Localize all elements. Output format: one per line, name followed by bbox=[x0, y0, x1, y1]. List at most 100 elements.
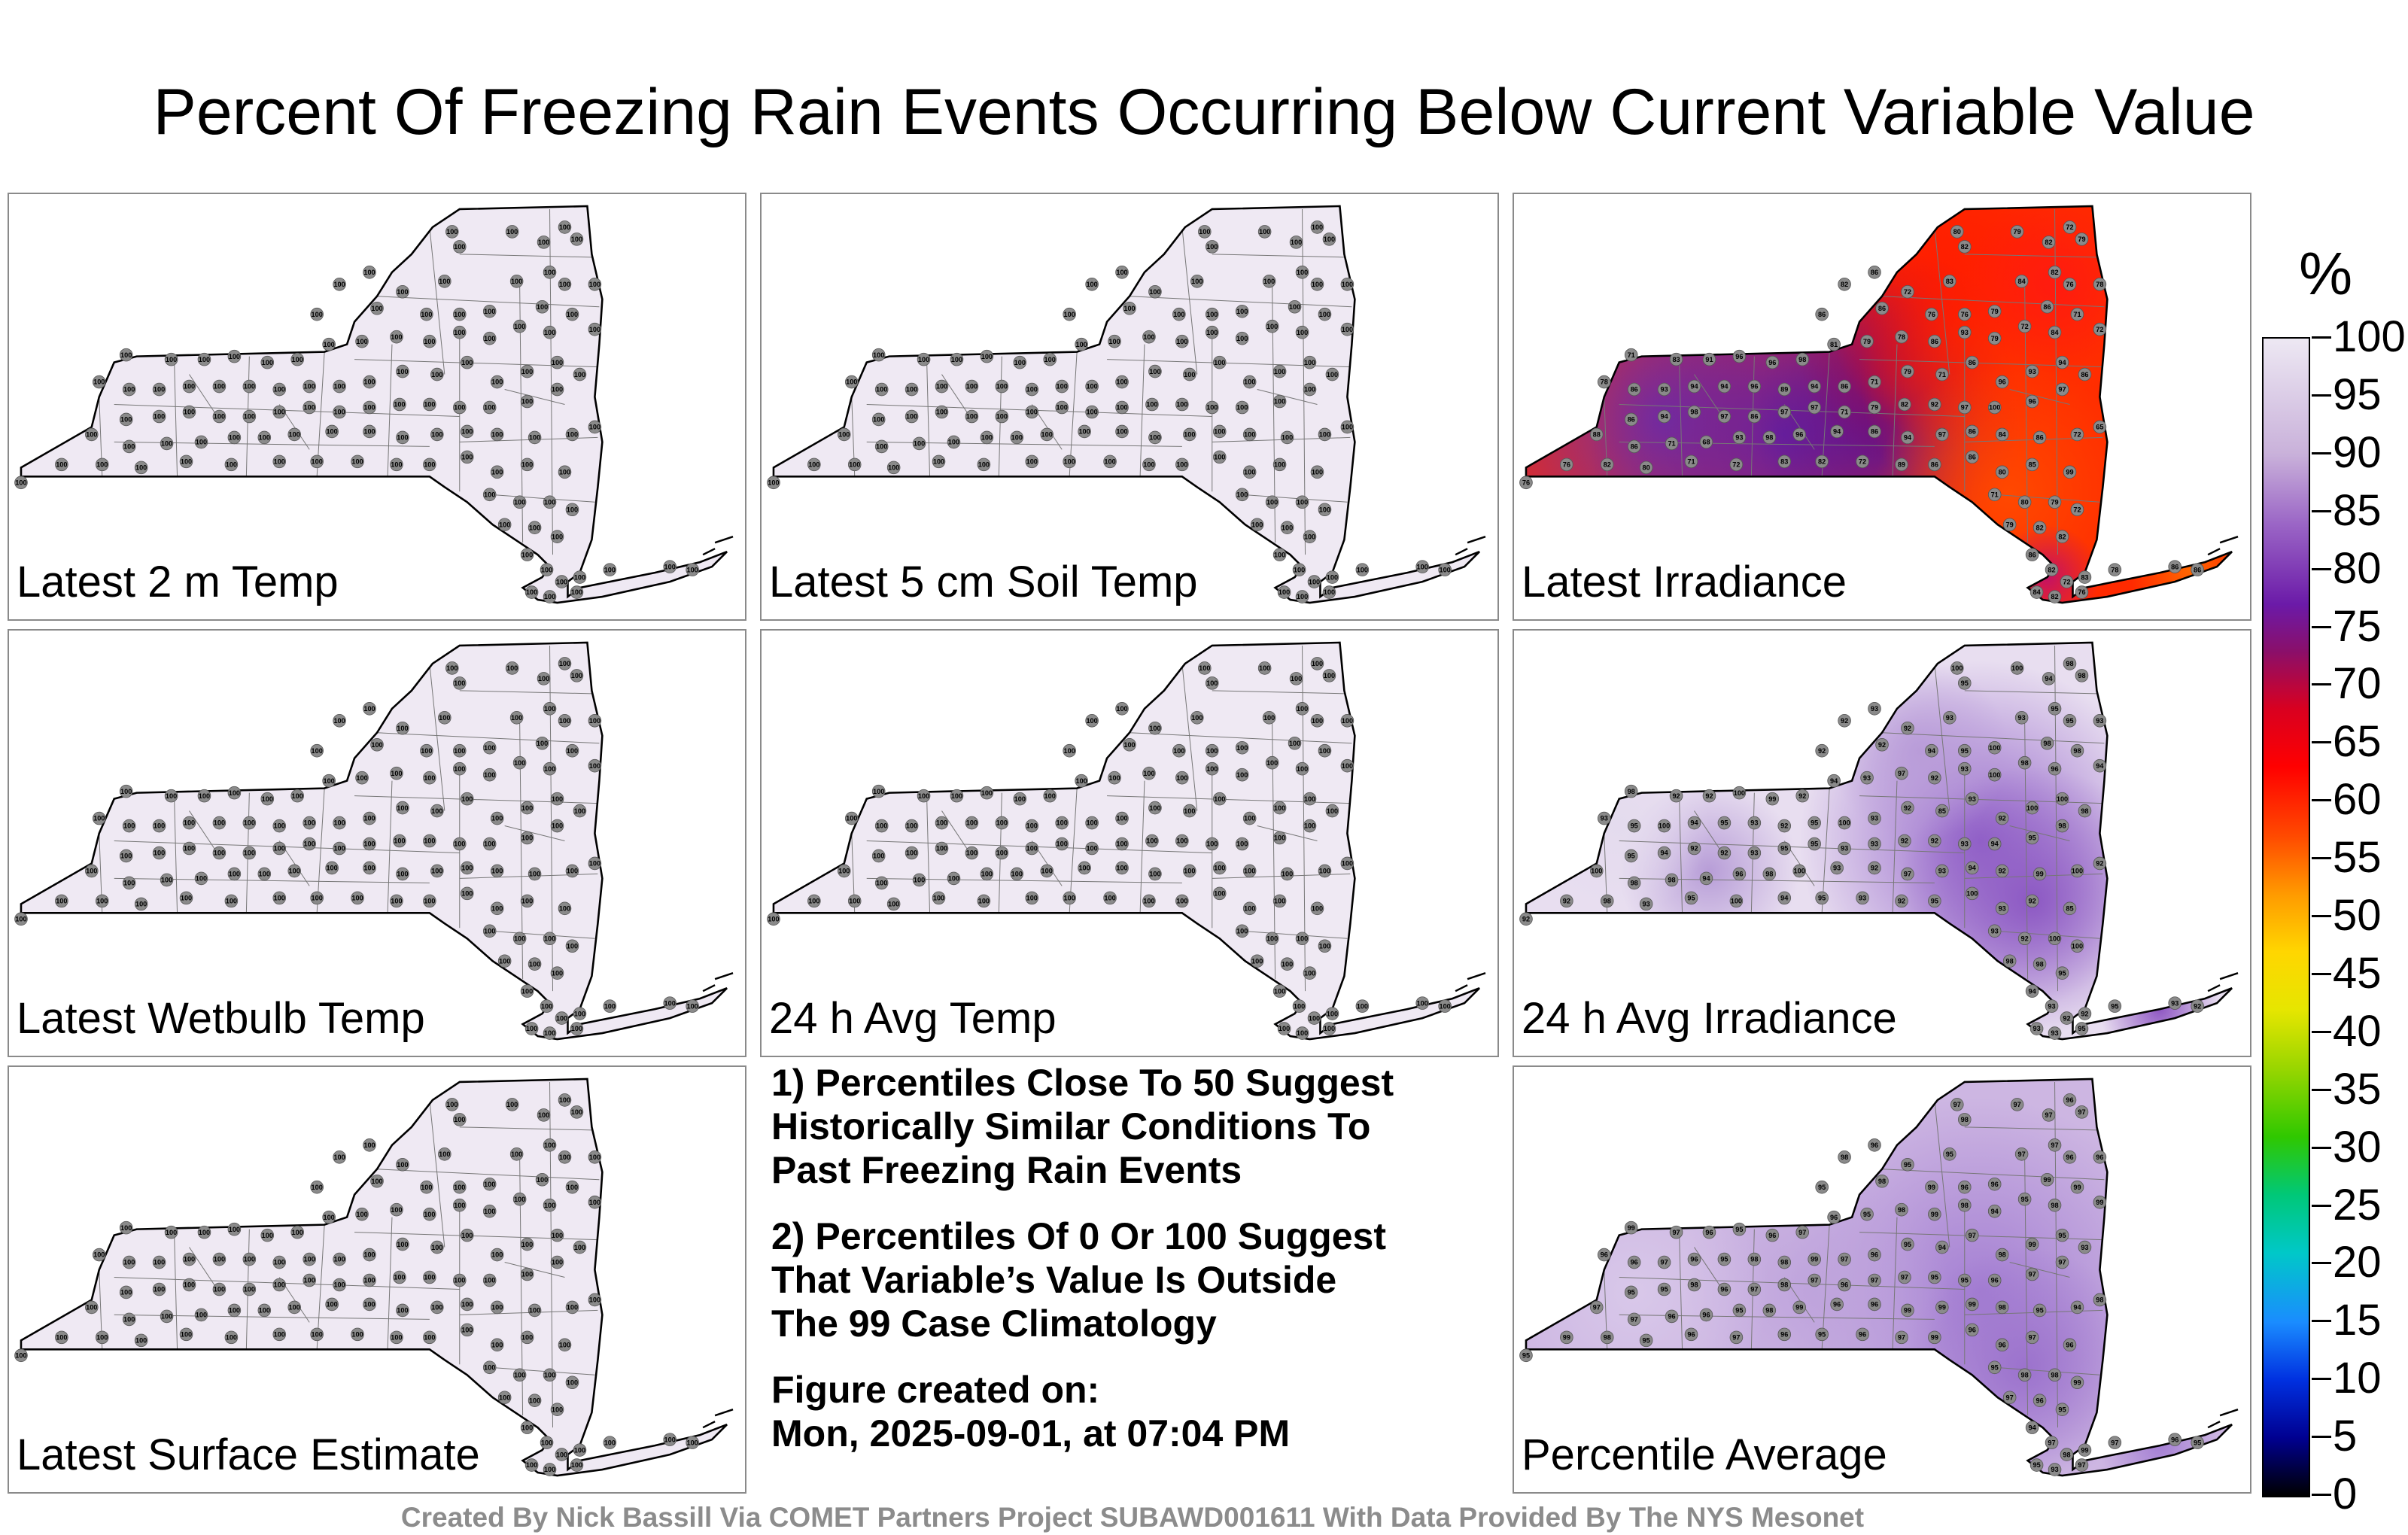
station-value: 81 bbox=[1830, 341, 1838, 348]
station-marker: 100 bbox=[363, 837, 376, 851]
station-value: 96 bbox=[1961, 1184, 1969, 1191]
station-value: 100 bbox=[461, 795, 473, 803]
station-value: 78 bbox=[1898, 333, 1905, 341]
station-value: 94 bbox=[2028, 987, 2036, 995]
station-value: 96 bbox=[1768, 359, 1776, 366]
station-marker: 99 bbox=[1624, 1220, 1638, 1235]
station-value: 85 bbox=[1938, 807, 1946, 815]
station-value: 100 bbox=[397, 1161, 408, 1169]
station-marker: 100 bbox=[1055, 400, 1069, 415]
station-marker: 97 bbox=[1965, 1228, 1979, 1242]
station-marker: 100 bbox=[565, 307, 579, 321]
station-value: 97 bbox=[1732, 1334, 1740, 1342]
station-marker: 100 bbox=[1108, 334, 1121, 348]
station-marker: 71 bbox=[1838, 405, 1851, 419]
station-marker: 71 bbox=[1665, 436, 1679, 451]
station-marker: 95 bbox=[1815, 1327, 1829, 1342]
station-value: 86 bbox=[1841, 383, 1848, 391]
station-value: 100 bbox=[439, 278, 450, 285]
station-marker: 72 bbox=[2017, 319, 2032, 333]
station-marker: 100 bbox=[490, 1248, 504, 1262]
station-marker: 96 bbox=[1987, 1273, 2002, 1287]
station-marker: 93 bbox=[1957, 761, 1972, 776]
station-value: 95 bbox=[1818, 1184, 1826, 1191]
station-marker: 100 bbox=[543, 932, 557, 946]
station-value: 100 bbox=[461, 1301, 473, 1309]
station-marker: 100 bbox=[995, 816, 1009, 830]
station-value: 100 bbox=[1312, 905, 1323, 913]
station-value: 100 bbox=[918, 792, 929, 800]
station-value: 100 bbox=[391, 461, 402, 469]
station-value: 100 bbox=[978, 898, 990, 905]
station-marker: 100 bbox=[303, 837, 316, 851]
station-value: 100 bbox=[521, 898, 533, 905]
station-marker: 95 bbox=[1624, 849, 1638, 863]
station-value: 86 bbox=[2028, 551, 2036, 558]
station-marker: 97 bbox=[1957, 400, 1972, 415]
county-line bbox=[459, 254, 592, 258]
station-marker: 98 bbox=[1762, 430, 1777, 445]
station-marker: 86 bbox=[1627, 382, 1641, 397]
station-value: 97 bbox=[2018, 1150, 2026, 1158]
station-marker: 100 bbox=[325, 1297, 339, 1312]
station-marker: 93 bbox=[1957, 325, 1972, 339]
station-marker: 98 bbox=[1777, 1278, 1792, 1292]
station-marker: 100 bbox=[935, 379, 949, 394]
station-value: 100 bbox=[1342, 326, 1353, 333]
station-marker: 100 bbox=[1103, 891, 1117, 905]
station-value: 100 bbox=[397, 434, 408, 442]
county-line bbox=[1934, 1099, 1950, 1248]
station-marker: 92 bbox=[1895, 894, 1908, 908]
station-value: 100 bbox=[1078, 865, 1090, 872]
station-value: 100 bbox=[1282, 434, 1293, 442]
station-marker: 100 bbox=[84, 864, 99, 878]
station-value: 100 bbox=[808, 461, 819, 469]
station-marker: 100 bbox=[1235, 740, 1249, 755]
panel-label: Latest 2 m Temp bbox=[17, 558, 339, 606]
station-marker: 100 bbox=[1280, 867, 1294, 881]
station-marker: 100 bbox=[272, 454, 287, 469]
station-value: 100 bbox=[363, 815, 375, 822]
station-value: 100 bbox=[514, 759, 525, 767]
station-marker: 83 bbox=[1943, 275, 1956, 288]
station-marker: 100 bbox=[543, 266, 557, 279]
station-marker: 100 bbox=[393, 834, 406, 848]
station-value: 96 bbox=[2066, 1342, 2073, 1349]
station-marker: 100 bbox=[505, 225, 519, 239]
station-value: 89 bbox=[1780, 386, 1788, 394]
station-value: 97 bbox=[1898, 770, 1905, 777]
station-value: 95 bbox=[1811, 819, 1818, 827]
station-marker: 100 bbox=[565, 1300, 579, 1315]
station-value: 98 bbox=[1628, 788, 1635, 795]
station-value: 79 bbox=[2051, 498, 2058, 506]
station-value: 100 bbox=[86, 431, 97, 439]
station-value: 96 bbox=[1969, 1327, 1976, 1334]
station-marker: 97 bbox=[2002, 1391, 2017, 1405]
station-marker: 95 bbox=[1987, 1360, 2002, 1375]
station-value: 100 bbox=[567, 1378, 578, 1386]
station-value: 100 bbox=[933, 458, 944, 466]
station-value: 100 bbox=[244, 383, 255, 391]
station-value: 100 bbox=[1297, 765, 1308, 773]
station-marker: 100 bbox=[980, 430, 994, 445]
station-marker: 93 bbox=[1987, 924, 2002, 938]
station-marker: 100 bbox=[272, 841, 287, 856]
station-value: 100 bbox=[312, 1184, 323, 1191]
station-marker: 100 bbox=[558, 1093, 572, 1107]
station-marker: 100 bbox=[1242, 375, 1257, 389]
station-marker: 96 bbox=[1868, 1248, 1881, 1262]
station-marker: 100 bbox=[524, 1022, 539, 1035]
station-value: 97 bbox=[2051, 1141, 2058, 1149]
county-line bbox=[1181, 663, 1198, 811]
station-marker: 100 bbox=[1115, 375, 1129, 389]
station-marker: 93 bbox=[1856, 891, 1869, 905]
station-value: 97 bbox=[1841, 1256, 1848, 1263]
station-value: 78 bbox=[2096, 281, 2103, 288]
county-line bbox=[489, 1366, 595, 1375]
station-marker: 99 bbox=[2063, 465, 2077, 479]
station-marker: 94 bbox=[2025, 984, 2039, 998]
station-marker: 100 bbox=[528, 957, 542, 971]
station-marker: 100 bbox=[212, 816, 227, 830]
station-marker: 95 bbox=[1808, 837, 1821, 851]
station-value: 93 bbox=[1871, 840, 1878, 848]
